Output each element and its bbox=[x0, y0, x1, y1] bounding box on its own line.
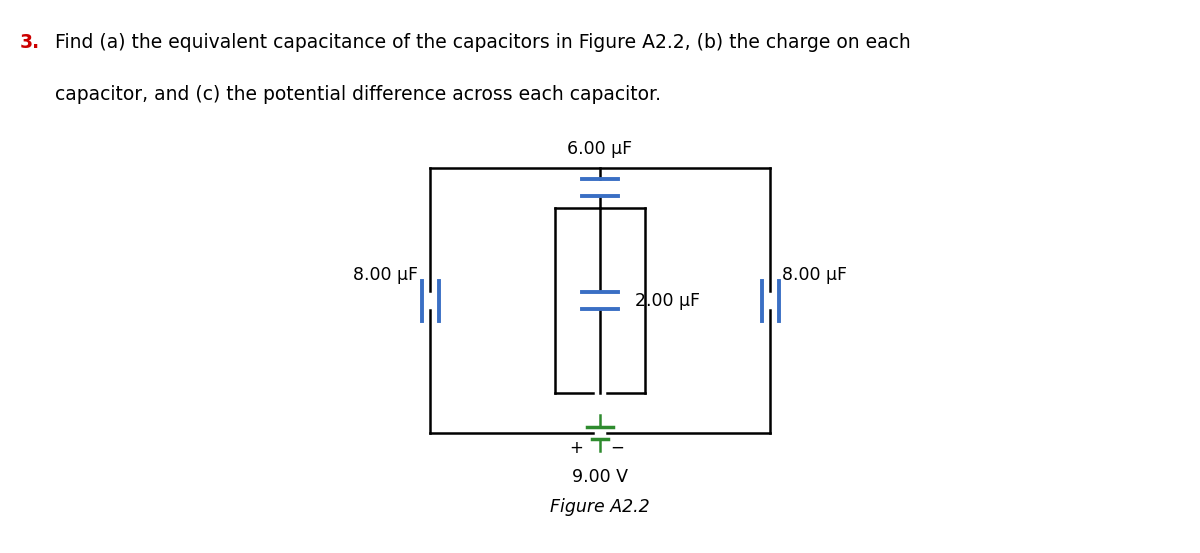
Text: 6.00 μF: 6.00 μF bbox=[568, 140, 632, 158]
Text: 2.00 μF: 2.00 μF bbox=[635, 291, 700, 310]
Text: −: − bbox=[610, 439, 624, 457]
Text: 8.00 μF: 8.00 μF bbox=[353, 267, 418, 284]
Text: Find (a) the equivalent capacitance of the capacitors in Figure A2.2, (b) the ch: Find (a) the equivalent capacitance of t… bbox=[55, 33, 911, 52]
Text: 3.: 3. bbox=[20, 33, 40, 52]
Text: Figure A2.2: Figure A2.2 bbox=[550, 498, 650, 516]
Text: capacitor, and (c) the potential difference across each capacitor.: capacitor, and (c) the potential differe… bbox=[55, 85, 661, 104]
Text: 8.00 μF: 8.00 μF bbox=[782, 267, 847, 284]
Text: 9.00 V: 9.00 V bbox=[572, 468, 628, 486]
Text: +: + bbox=[569, 439, 583, 457]
